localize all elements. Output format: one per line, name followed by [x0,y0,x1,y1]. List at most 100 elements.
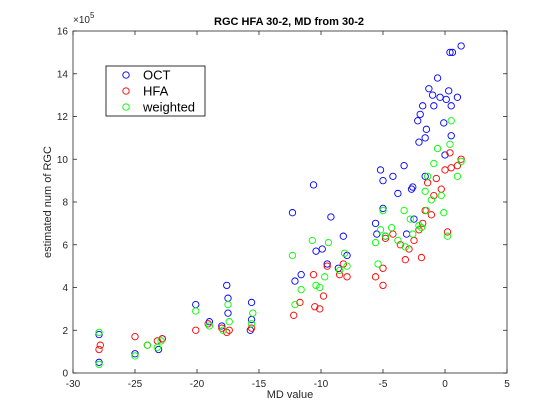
weighted-point [95,360,103,369]
hfa-point [401,256,409,264]
y-axis-exponent: ×10 5 [73,11,95,26]
weighted-point [312,281,320,290]
weighted-point [417,223,426,232]
oct-point [95,330,103,339]
series-oct [95,42,465,366]
weighted-point [340,249,349,257]
y-tick-label: 10 [57,155,69,166]
hfa-point [319,292,328,300]
hfa-point [457,155,465,163]
hfa-point [453,162,462,170]
oct-point [247,298,256,307]
hfa-point [247,324,256,332]
weighted-point [446,140,454,148]
oct-point [154,345,163,354]
hfa-point [192,326,200,334]
oct-point [425,85,433,93]
hfa-point [379,281,387,290]
legend-marker-oct [122,71,130,79]
hfa-point [381,234,390,242]
oct-point [410,215,418,223]
y-tick-label: 12 [57,112,69,123]
weighted-point [371,238,380,247]
weighted-point [423,172,432,181]
oct-point [95,358,103,366]
oct-point [327,213,335,221]
weighted-point [324,238,333,247]
legend-label-weighted: weighted [142,100,195,115]
weighted-point [219,326,227,334]
x-axis-label: MD value [267,389,313,401]
hfa-point [296,298,304,307]
weighted-point [457,157,465,166]
weighted-point [192,307,200,315]
oct-point [445,87,453,95]
weighted-point [224,300,232,309]
weighted-point [291,300,299,309]
axis-ticks: -30 -25 -20 -15 -10 -5 0 5 0 2 4 6 8 10 12 14 16 [57,27,510,391]
hfa-point [447,164,455,172]
oct-point [389,172,397,181]
x-tick-label: -15 [252,379,267,390]
oct-point [457,42,465,50]
weighted-point [406,215,414,223]
weighted-point [157,337,165,345]
oct-point [415,138,423,146]
hfa-point [379,264,387,272]
weighted-point [400,206,408,215]
oct-point [409,183,417,191]
y-tick-label: 14 [57,69,69,80]
weighted-point [316,283,324,292]
oct-point [433,74,442,82]
weighted-point [381,232,390,240]
weighted-point [401,243,409,251]
oct-point [416,110,424,119]
weighted-point [409,230,417,238]
legend-label-hfa: HFA [143,84,169,99]
oct-point [297,271,305,279]
oct-point [442,95,450,104]
weighted-point [430,159,438,168]
hfa-point [204,320,212,328]
series-weighted [95,117,465,369]
y-tick-label: 6 [62,240,68,251]
oct-point [421,134,429,142]
oct-point [428,91,437,99]
weighted-point [297,285,305,294]
x-tick-label: -5 [379,379,388,390]
hfa-point [343,273,351,281]
oct-point [414,117,422,125]
x-tick-label: -30 [66,379,81,390]
oct-point [224,309,232,317]
oct-point [343,251,351,260]
oct-point [447,132,455,140]
oct-point [223,281,231,290]
hfa-point [396,241,405,249]
oct-point [291,277,299,285]
hfa-point [415,226,423,234]
weighted-point [376,226,385,234]
weighted-point [343,262,351,270]
legend-label-oct: OCT [143,68,171,83]
y-tick-label: 8 [62,198,68,209]
oct-point [419,102,427,110]
weighted-point [205,322,214,330]
hfa-point [218,324,226,332]
weighted-point [422,206,431,215]
oct-point [288,209,297,217]
hfa-point [419,219,427,228]
legend-marker-hfa [122,87,130,95]
oct-point [448,48,457,57]
weighted-point [247,320,256,328]
oct-point [309,181,318,189]
legend-marker-weighted [122,103,130,111]
oct-point [446,48,454,57]
weighted-point [440,209,448,217]
oct-point [373,230,381,238]
oct-point [205,318,214,326]
oct-point [323,260,331,268]
oct-point [218,322,226,330]
x-tick-label: 5 [504,379,510,390]
